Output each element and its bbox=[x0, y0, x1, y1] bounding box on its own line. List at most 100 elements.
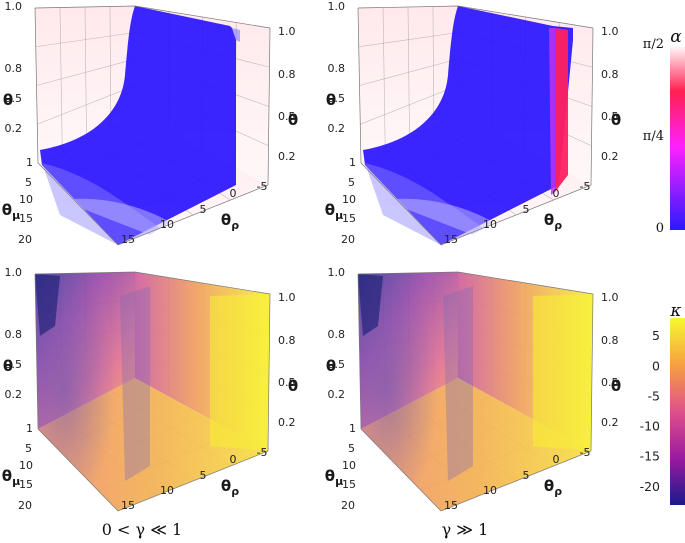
tick-theta-rho: 0 bbox=[553, 453, 560, 466]
tick-theta-right: 0.8 bbox=[601, 334, 619, 347]
alpha-region bbox=[363, 6, 573, 245]
tick-theta-right: 0.5 bbox=[601, 376, 619, 389]
axis-label-theta-mu: θμ bbox=[325, 467, 343, 488]
tick-theta-rho: -5 bbox=[257, 180, 268, 193]
tick-theta-mu: 20 bbox=[341, 499, 355, 512]
volume-shading bbox=[210, 294, 270, 451]
axis-label-main: θ bbox=[288, 111, 298, 129]
frame-edge bbox=[34, 7, 271, 246]
tick-theta-mu: 1 bbox=[26, 422, 33, 435]
tick-theta-mu: 5 bbox=[348, 442, 355, 455]
tick-theta-mu: 10 bbox=[19, 193, 33, 206]
axis-label-main: θ bbox=[611, 111, 621, 129]
axis-label-main: θ bbox=[326, 91, 336, 109]
axis-label-main: θ bbox=[611, 377, 621, 395]
grid-line bbox=[37, 85, 136, 125]
tick-theta-mu: 1 bbox=[26, 156, 33, 169]
tick-theta-rho: 0 bbox=[230, 187, 237, 200]
axis-label-main: θ bbox=[221, 211, 231, 229]
frame-edge bbox=[34, 273, 271, 512]
tick-theta-rho: 10 bbox=[483, 218, 497, 231]
colorbar-kappa-tick: 0 bbox=[652, 358, 660, 373]
axis-label-theta-left: θ bbox=[3, 357, 13, 375]
tick-theta-mu: 15 bbox=[342, 478, 356, 491]
tick-theta-left: 1.0 bbox=[5, 266, 23, 279]
tick-theta-rho: -5 bbox=[580, 180, 591, 193]
frame-edge bbox=[357, 271, 594, 295]
axis-label-theta-left: θ bbox=[326, 357, 336, 375]
axis-label-main: θ bbox=[325, 201, 335, 219]
tick-theta-right: 0.5 bbox=[601, 110, 619, 123]
tick-theta-rho: 0 bbox=[553, 187, 560, 200]
volume-shading bbox=[533, 294, 593, 451]
tick-theta-mu: 5 bbox=[348, 176, 355, 189]
axis-label-subscript: μ bbox=[12, 475, 20, 488]
tick-theta-left: 1.0 bbox=[328, 0, 346, 13]
tick-theta-right: 0.2 bbox=[601, 150, 619, 163]
tick-theta-mu: 15 bbox=[342, 212, 356, 225]
axis-label-main: θ bbox=[544, 477, 554, 495]
axis-label-subscript: μ bbox=[12, 209, 20, 222]
tick-theta-rho: -5 bbox=[580, 446, 591, 459]
tick-theta-left: 0.8 bbox=[328, 328, 346, 341]
tick-theta-right: 0.5 bbox=[278, 376, 296, 389]
box-frame bbox=[357, 271, 594, 512]
axis-label-main: θ bbox=[3, 91, 13, 109]
grid-line bbox=[36, 58, 136, 86]
volume bbox=[358, 272, 593, 511]
colorbar-kappa-tick: 5 bbox=[652, 328, 660, 343]
colorbar-kappa-title: κ bbox=[669, 301, 681, 321]
tick-theta-rho: 5 bbox=[200, 203, 207, 216]
tick-theta-left: 0.2 bbox=[5, 122, 23, 135]
alpha-boundary-pink bbox=[555, 28, 568, 192]
axis-label-theta-rho: θρ bbox=[544, 211, 562, 232]
tick-theta-right: 0.2 bbox=[601, 416, 619, 429]
colorbar-alpha-tick: 0 bbox=[656, 221, 664, 236]
tick-theta-mu: 15 bbox=[19, 212, 33, 225]
tick-theta-left: 0.5 bbox=[5, 92, 23, 105]
region-edge-band bbox=[232, 28, 240, 42]
tick-theta-left: 0.2 bbox=[328, 122, 346, 135]
axis-label-main: θ bbox=[221, 477, 231, 495]
tick-theta-mu: 1 bbox=[349, 156, 356, 169]
axis-label-theta-rho: θρ bbox=[544, 477, 562, 498]
frame-edge bbox=[34, 5, 271, 29]
frame-edge bbox=[34, 271, 271, 295]
axis-label-theta-rho: θρ bbox=[221, 211, 239, 232]
colorbar-kappa-tick: -5 bbox=[648, 388, 660, 403]
axis-label-theta-rho: θρ bbox=[221, 477, 239, 498]
caption-left: 0 < γ ≪ 1 bbox=[102, 520, 182, 539]
region-edge-band bbox=[383, 198, 493, 235]
frame-edge bbox=[357, 7, 594, 246]
tick-theta-right: 0.8 bbox=[278, 334, 296, 347]
tick-theta-mu: 5 bbox=[25, 442, 32, 455]
axis-label-main: θ bbox=[326, 357, 336, 375]
tick-theta-left: 0.8 bbox=[328, 62, 346, 75]
axis-label-theta-left: θ bbox=[326, 91, 336, 109]
axis-label-subscript: ρ bbox=[554, 219, 562, 232]
axis-label-theta-mu: θμ bbox=[325, 201, 343, 222]
volume bbox=[35, 272, 270, 511]
box-frame bbox=[357, 5, 594, 246]
grid-line bbox=[432, 6, 435, 125]
axis-label-subscript: μ bbox=[335, 209, 343, 222]
axis-label-subscript: ρ bbox=[231, 219, 239, 232]
axis-label-main: θ bbox=[325, 467, 335, 485]
axis-label-main: θ bbox=[2, 467, 12, 485]
colorbar-kappa bbox=[670, 318, 685, 505]
tick-theta-left: 0.2 bbox=[328, 388, 346, 401]
axis-label-theta-right: θ bbox=[288, 377, 298, 395]
tick-theta-mu: 20 bbox=[18, 233, 32, 246]
tick-theta-rho: 0 bbox=[230, 453, 237, 466]
colorbar-alpha-tick: π/4 bbox=[643, 129, 664, 144]
axis-label-main: θ bbox=[544, 211, 554, 229]
axis-label-main: θ bbox=[2, 201, 12, 219]
tick-theta-right: 0.5 bbox=[278, 110, 296, 123]
caption-right: γ ≫ 1 bbox=[442, 520, 489, 539]
